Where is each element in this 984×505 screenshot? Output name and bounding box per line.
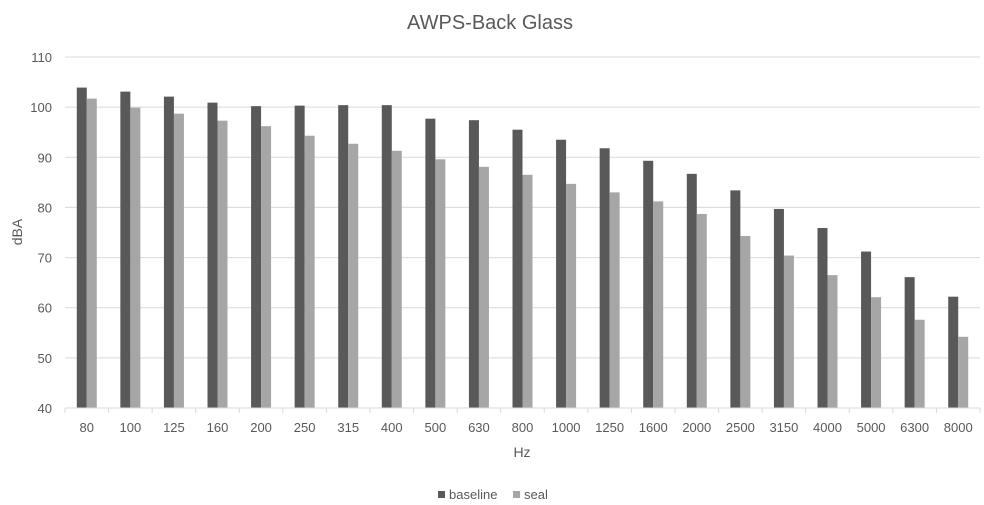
bar-seal (391, 150, 402, 408)
bar-baseline (773, 208, 784, 408)
x-tick-label: 800 (512, 420, 534, 435)
y-tick-label: 50 (38, 351, 52, 366)
x-tick-label: 100 (120, 420, 142, 435)
bar-seal (566, 183, 577, 408)
x-tick-label: 160 (207, 420, 229, 435)
bar-seal (86, 98, 97, 409)
bar-baseline (556, 139, 567, 408)
y-tick-label: 70 (38, 251, 52, 266)
bar-seal (653, 201, 664, 408)
y-axis-label: dBA (9, 218, 25, 245)
x-tick-label: 125 (163, 420, 185, 435)
x-tick-label: 250 (294, 420, 316, 435)
bar-seal (740, 236, 751, 408)
x-tick-label: 200 (250, 420, 272, 435)
x-tick-label: 2500 (726, 420, 755, 435)
bar-seal (783, 255, 794, 408)
x-tick-label: 500 (425, 420, 447, 435)
bar-seal (261, 126, 272, 408)
bar-seal (522, 174, 533, 408)
bar-baseline (948, 296, 959, 408)
y-tick-label: 90 (38, 150, 52, 165)
x-tick-label: 630 (468, 420, 490, 435)
legend-label-seal: seal (524, 487, 548, 502)
bar-baseline (861, 251, 872, 408)
bar-baseline (904, 277, 915, 408)
x-tick-label: 6300 (900, 420, 929, 435)
x-tick-label: 80 (80, 420, 94, 435)
bar-baseline (817, 227, 828, 408)
bar-baseline (207, 102, 218, 408)
bar-seal (435, 159, 446, 408)
bar-baseline (599, 148, 610, 408)
x-tick-label: 315 (337, 420, 359, 435)
bar-baseline (512, 129, 523, 408)
bar-seal (130, 107, 141, 408)
bar-baseline (163, 96, 174, 408)
bar-seal (696, 213, 707, 408)
x-tick-label: 1600 (639, 420, 668, 435)
bar-seal (173, 113, 184, 408)
x-axis-ticks: 80 100 125 160 200 250 315 400 500 630 800 1000 1250… (64, 408, 981, 435)
chart-title: AWPS-Back Glass (407, 12, 573, 34)
bar-baseline (338, 105, 349, 408)
bar-seal (217, 120, 228, 408)
y-tick-label: 40 (38, 401, 52, 416)
x-tick-label: 8000 (944, 420, 973, 435)
legend: baseline seal (438, 487, 548, 502)
bar-seal (304, 135, 315, 408)
x-tick-label: 4000 (813, 420, 842, 435)
bar-baseline (76, 87, 87, 408)
bar-seal (958, 336, 969, 408)
y-tick-label: 60 (38, 301, 52, 316)
bar-baseline (686, 173, 697, 408)
bar-baseline (120, 91, 131, 408)
bar-seal (914, 319, 925, 408)
bar-seal (348, 143, 359, 409)
legend-label-baseline: baseline (449, 487, 497, 502)
bar-baseline (294, 105, 305, 408)
x-tick-label: 3150 (769, 420, 798, 435)
x-tick-label: 5000 (857, 420, 886, 435)
legend-swatch-seal (513, 491, 520, 498)
bar-baseline (251, 106, 262, 408)
y-tick-label: 100 (30, 100, 52, 115)
bar-seal (478, 166, 489, 408)
bar-baseline (425, 118, 436, 408)
y-tick-label: 80 (38, 200, 52, 215)
y-tick-label: 110 (31, 50, 52, 65)
x-tick-label: 1000 (552, 420, 581, 435)
bar-baseline (381, 105, 392, 408)
bar-baseline (468, 120, 479, 409)
bar-baseline (643, 160, 654, 408)
x-axis-label: Hz (513, 444, 530, 460)
x-tick-label: 2000 (682, 420, 711, 435)
legend-swatch-baseline (438, 491, 445, 498)
y-axis-ticks: 40 50 60 70 80 90 100 110 (30, 50, 52, 416)
bar-seal (609, 192, 620, 408)
bar-baseline (730, 190, 741, 408)
x-tick-label: 400 (381, 420, 403, 435)
bars (76, 87, 969, 409)
x-tick-label: 1250 (595, 420, 624, 435)
bar-seal (827, 275, 838, 408)
bar-seal (871, 297, 882, 408)
